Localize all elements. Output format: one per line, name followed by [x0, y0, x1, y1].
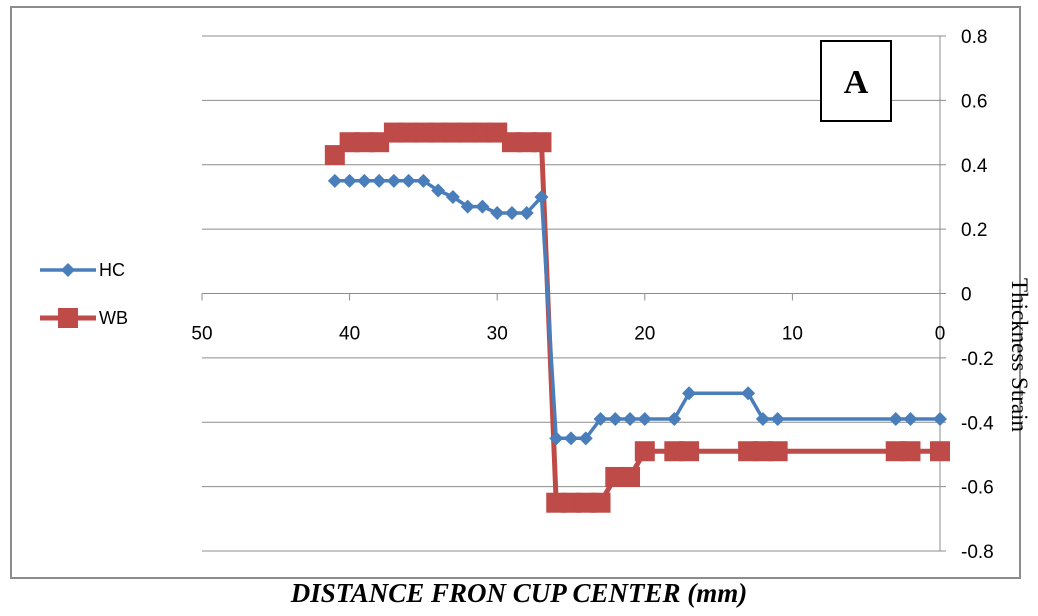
legend: HC WB	[40, 260, 128, 328]
data-point-hc	[682, 386, 696, 400]
data-point-hc	[343, 174, 357, 188]
data-point-hc	[638, 412, 652, 426]
data-point-wb	[620, 467, 640, 487]
y-tick-label: 0.2	[961, 220, 987, 241]
data-point-hc	[933, 412, 947, 426]
data-point-wb	[679, 441, 699, 461]
y-tick-label: 0	[961, 285, 972, 306]
legend-marker-hc	[61, 263, 75, 277]
data-point-wb	[768, 441, 788, 461]
data-point-hc	[623, 412, 637, 426]
series-markers	[325, 123, 950, 513]
y-tick-label: -0.4	[961, 413, 994, 434]
y-tick-label: -0.8	[961, 542, 994, 563]
panel-label: A	[844, 64, 869, 101]
x-tick-label: 50	[191, 324, 212, 345]
data-point-hc	[475, 200, 489, 214]
x-tick-label: 40	[339, 324, 360, 345]
x-tick-label: 10	[782, 324, 803, 345]
data-point-hc	[771, 412, 785, 426]
data-point-wb	[900, 441, 920, 461]
panel-label-box: A	[821, 41, 891, 121]
data-point-hc	[741, 386, 755, 400]
data-point-hc	[756, 412, 770, 426]
data-point-hc	[357, 174, 371, 188]
y-tick-label: 0.4	[961, 156, 988, 177]
data-point-hc	[564, 431, 578, 445]
y-tick-label: 0.8	[961, 27, 987, 48]
data-point-wb	[531, 132, 551, 152]
y-tick-label: 0.6	[961, 91, 987, 112]
data-point-hc	[667, 412, 681, 426]
data-point-hc	[608, 412, 622, 426]
data-point-wb	[591, 493, 611, 513]
data-point-hc	[889, 412, 903, 426]
data-point-hc	[505, 206, 519, 220]
x-tick-label: 30	[487, 324, 508, 345]
data-point-hc	[402, 174, 416, 188]
x-tick-label: 0	[935, 324, 946, 345]
x-axis-title: DISTANCE FRON CUP CENTER (mm)	[0, 578, 1038, 609]
data-point-hc	[328, 174, 342, 188]
data-point-wb	[930, 441, 950, 461]
series-line-hc	[335, 181, 940, 439]
data-point-hc	[490, 206, 504, 220]
legend-marker-wb	[58, 308, 78, 328]
data-point-hc	[903, 412, 917, 426]
y-tick-label: -0.2	[961, 349, 994, 370]
data-point-wb	[635, 441, 655, 461]
y-axis-title: Thickness Strain	[1007, 278, 1032, 432]
legend-label-wb: WB	[99, 308, 128, 328]
data-point-hc	[372, 174, 386, 188]
legend-label-hc: HC	[99, 260, 125, 280]
y-tick-label: -0.6	[961, 478, 994, 499]
x-tick-label: 20	[634, 324, 655, 345]
data-point-hc	[387, 174, 401, 188]
